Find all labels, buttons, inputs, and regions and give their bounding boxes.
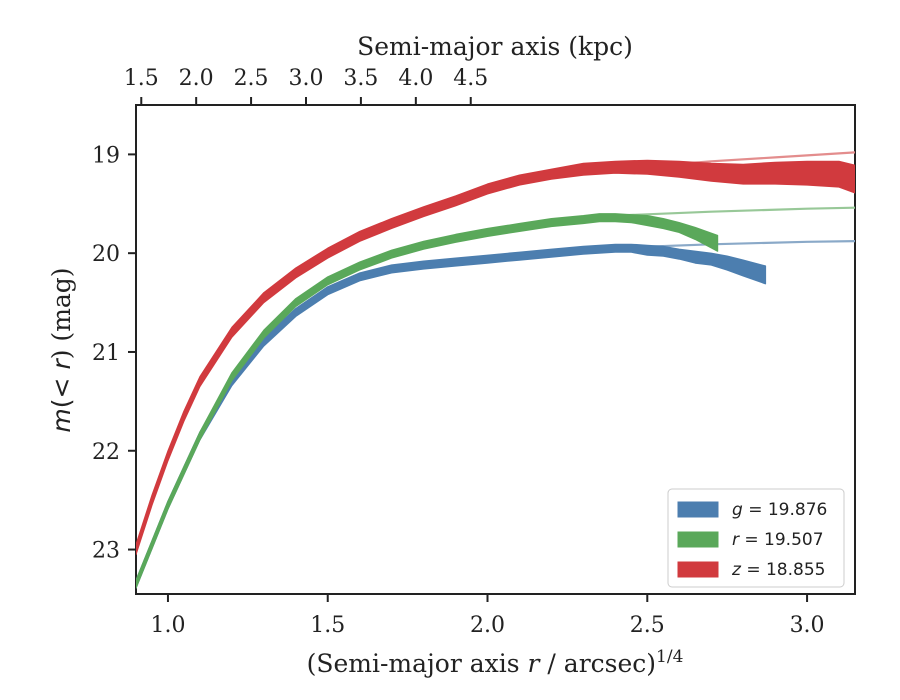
series-band-g xyxy=(136,243,767,589)
legend: g = 19.876 r = 19.507 z = 18.855 xyxy=(667,488,845,588)
top-tick-label: 4.5 xyxy=(453,66,488,91)
top-x-axis: 1.5 2.0 2.5 3.0 3.5 4.0 4.5 xyxy=(124,66,488,105)
x-tick-label: 2.0 xyxy=(470,613,505,638)
top-tick-label: 4.0 xyxy=(398,66,433,91)
top-tick-label: 2.5 xyxy=(234,66,269,91)
y-tick-label: 19 xyxy=(92,143,120,168)
x-tick-label: 2.5 xyxy=(630,613,665,638)
series-band-z xyxy=(136,159,855,556)
legend-label-z: z = 18.855 xyxy=(731,560,825,580)
x-axis: 1.0 1.5 2.0 2.5 3.0 xyxy=(150,594,825,638)
legend-label-r: r = 19.507 xyxy=(732,530,824,550)
y-tick-label: 20 xyxy=(92,242,120,267)
top-tick-label: 3.0 xyxy=(289,66,324,91)
x-tick-label: 3.0 xyxy=(790,613,825,638)
y-axis-label: m(< r) (mag) xyxy=(47,267,76,432)
top-tick-label: 1.5 xyxy=(124,66,159,91)
y-tick-label: 21 xyxy=(92,341,120,366)
top-tick-label: 2.0 xyxy=(179,66,214,91)
legend-label-g: g = 19.876 xyxy=(732,500,827,520)
x-tick-label: 1.0 xyxy=(150,613,185,638)
legend-swatch-z xyxy=(677,561,719,578)
x-axis-label: (Semi-major axis r / arcsec)1/4 xyxy=(307,647,684,678)
legend-swatch-g xyxy=(677,501,719,518)
fit-line-r xyxy=(615,206,855,217)
series-band-r xyxy=(136,213,719,589)
y-tick-label: 23 xyxy=(92,539,120,564)
top-x-axis-label: Semi-major axis (kpc) xyxy=(357,32,633,61)
plot-frame xyxy=(135,104,856,595)
plot-area xyxy=(136,151,855,589)
y-axis: 19 20 21 22 23 xyxy=(92,143,136,564)
legend-swatch-r xyxy=(677,531,719,548)
y-tick-label: 22 xyxy=(92,440,120,465)
top-tick-label: 3.5 xyxy=(343,66,378,91)
fit-line-g xyxy=(631,240,855,249)
x-tick-label: 1.5 xyxy=(310,613,345,638)
